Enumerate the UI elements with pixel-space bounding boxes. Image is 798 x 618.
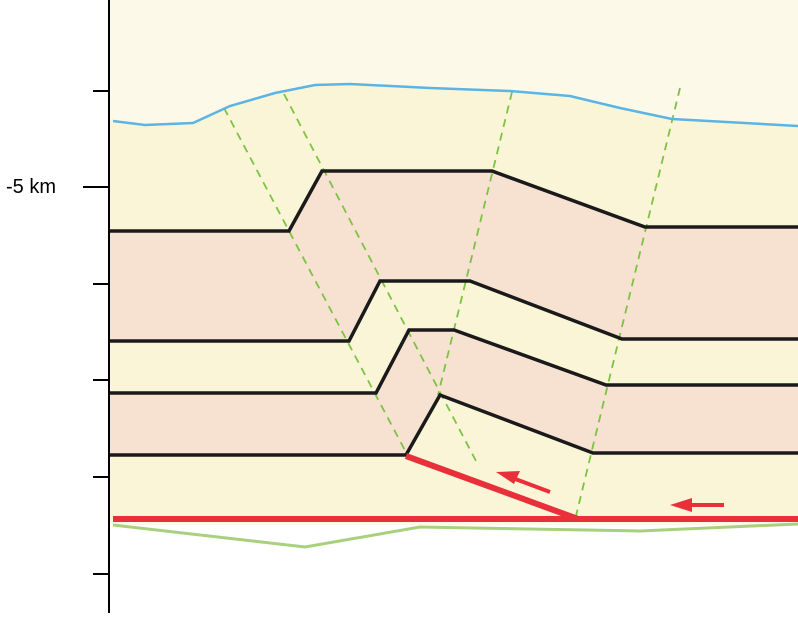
horizon-3 [109,328,798,395]
slip-arrow-ramp [496,471,551,494]
horizon-1 [109,169,798,233]
pink-band-lower [109,330,798,455]
ramp-fault [404,453,580,522]
slip-arrow-flat [670,498,724,512]
topographic-surface [112,82,798,128]
axial-surface-4 [574,87,681,521]
axial-surface-1 [223,107,410,459]
horizon-4 [109,392,798,457]
pink-band-upper [109,171,798,341]
depth-axis-label: -5 km [6,176,56,198]
axial-surface-3 [437,91,513,396]
basement-surface [112,522,798,549]
horizon-2 [109,279,798,343]
